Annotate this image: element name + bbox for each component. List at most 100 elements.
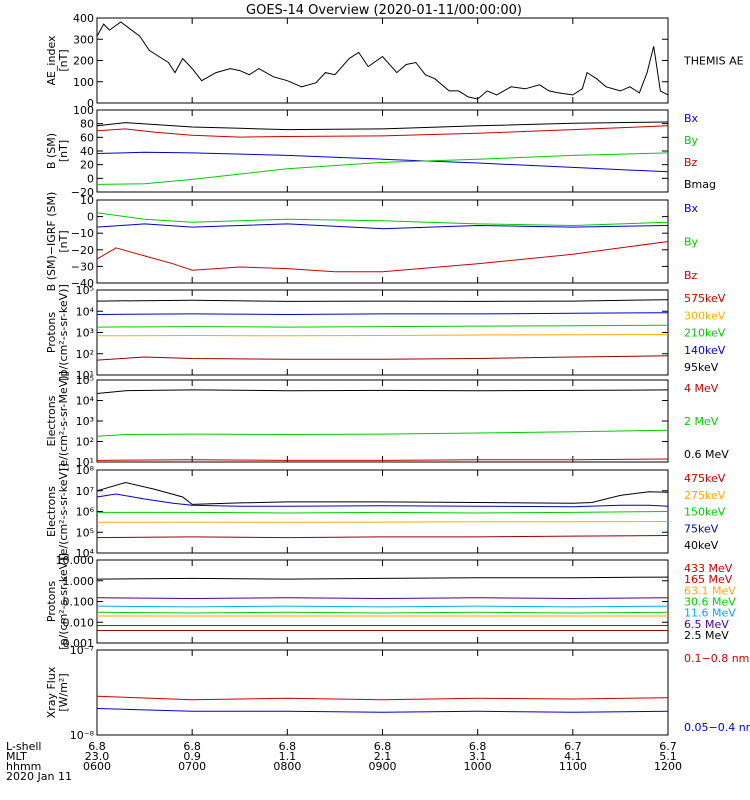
y-tick-label: 300 <box>73 33 94 46</box>
panel-bigrf: −40 −30 −20 −10 0 10 B (SM)−IGRF (SM) [nT] Bx By B… <box>45 192 699 292</box>
y-tick-label: 0 <box>87 172 94 185</box>
series-line-bz <box>96 125 669 138</box>
y-tick-label: 10² <box>76 348 94 361</box>
panel-electrons-mev: 10¹ 10² 10³ 10⁴ 10⁵ Electrons [e/(cm²-s-sr-MeV… <box>45 371 729 471</box>
time-value: 0600 <box>83 760 111 773</box>
mlt-value: 1.1 <box>279 750 297 763</box>
series-line-40kev <box>96 481 669 505</box>
y-axis-label: Electrons <box>45 486 58 537</box>
legend-label: 2 MeV <box>684 415 719 428</box>
y-axis-label: Xray Flux <box>45 666 58 718</box>
y-tick-label: 10⁵ <box>76 374 94 387</box>
y-axis-label: Electrons <box>45 395 58 446</box>
time-value: 1000 <box>464 760 492 773</box>
y-tick-label: 80 <box>80 118 94 131</box>
legend-label: Bz <box>684 156 698 169</box>
series-line-0-6-mev <box>96 389 669 394</box>
lshell-value: 6.8 <box>183 740 201 753</box>
panel-frame <box>96 199 669 284</box>
y-tick-label: 10⁻⁸ <box>70 729 95 742</box>
series-line-475kev <box>96 535 669 539</box>
y-tick-label: 10⁶ <box>76 506 95 519</box>
lshell-value: 6.7 <box>659 740 677 753</box>
legend-label: 4 MeV <box>684 382 719 395</box>
chart-title: GOES-14 Overview (2020-01-11/00:00:00) <box>246 3 522 18</box>
legend-label: 275keV <box>684 489 726 502</box>
panel-frame <box>96 289 669 376</box>
series-line-140kev <box>96 312 669 316</box>
legend-label: 63.1 MeV <box>684 584 736 597</box>
y-tick-label: 10² <box>76 436 94 449</box>
y-tick-label: 100 <box>73 104 94 117</box>
series-line-bx <box>96 223 669 230</box>
y-tick-label: 0 <box>87 97 94 110</box>
y-axis-label: AE_index <box>45 35 58 86</box>
y-axis-label: [nT] <box>57 230 70 252</box>
series-line-by <box>96 152 669 185</box>
legend-label: 575keV <box>684 292 726 305</box>
y-tick-label: 10¹ <box>76 456 94 469</box>
y-tick-label: 20 <box>80 159 94 172</box>
y-tick-label: 100 <box>73 76 94 89</box>
y-tick-label: 0.100 <box>63 596 95 609</box>
legend-label: 150keV <box>684 506 726 519</box>
legend-label: Bmag <box>684 178 716 191</box>
y-tick-label: 10⁷ <box>76 485 94 498</box>
series-line-150kev <box>97 511 669 514</box>
y-tick-label: −10 <box>71 227 94 240</box>
series-line-75kev <box>96 493 669 508</box>
legend-label: 0.6 MeV <box>684 448 729 461</box>
panel-frame <box>96 17 669 104</box>
y-tick-label: 10³ <box>76 327 94 340</box>
y-axis-label: B (SM) <box>45 133 58 169</box>
panel-protons: 10¹ 10² 10³ 10⁴ 10⁵ Protons [p/(cm²-s-sr-keV)]… <box>45 284 726 382</box>
lshell-value: 6.8 <box>469 740 487 753</box>
y-tick-label: 10 <box>80 194 94 207</box>
y-tick-label: 10⁸ <box>76 464 95 477</box>
footer-row-label: hhmm <box>6 760 41 773</box>
panel-electrons-kev: 10⁴ 10⁵ 10⁶ 10⁷ 10⁸ Electrons [e/(cm²-s-sr-keV… <box>45 463 726 560</box>
series-line-themis-ae <box>96 21 669 100</box>
series-line-11-6-mev <box>96 605 669 608</box>
legend-label: 0.1−0.8 nm <box>684 652 749 665</box>
time-value: 1200 <box>654 760 682 773</box>
series-line-bx <box>96 151 669 173</box>
panel-protons-mev: 0.001 0.010 0.100 1.000 10.000 Protons [p/(cm²… <box>45 553 736 650</box>
y-tick-label: 40 <box>80 145 94 158</box>
legend-label: 475keV <box>684 472 726 485</box>
mlt-value: 3.1 <box>469 750 487 763</box>
footer-row-label: 2020 Jan 11 <box>6 770 72 783</box>
legend-label: By <box>684 236 699 249</box>
y-tick-label: 400 <box>73 12 94 25</box>
legend-label: 300keV <box>684 309 726 322</box>
series-line-bmag <box>96 121 669 131</box>
mlt-value: 5.1 <box>659 750 677 763</box>
y-tick-label: 0.001 <box>63 637 95 650</box>
series-line-275kev <box>96 521 669 523</box>
series-line-2-mev <box>96 429 669 437</box>
y-tick-label: 10³ <box>76 415 94 428</box>
mlt-value: 0.9 <box>183 750 201 763</box>
mlt-value: 2.1 <box>374 750 392 763</box>
panel-frame <box>96 469 669 554</box>
y-tick-label: −30 <box>71 260 94 273</box>
time-value: 0700 <box>178 760 206 773</box>
y-axis-label: Protons <box>45 312 58 353</box>
panel-frame <box>96 109 669 193</box>
legend-label: 165 MeV <box>684 573 733 586</box>
y-tick-label: 0 <box>87 211 94 224</box>
series-line-6-5-mev <box>96 597 669 600</box>
mlt-value: 4.1 <box>564 750 582 763</box>
series-line-by <box>96 212 669 227</box>
legend-label: Bx <box>684 202 699 215</box>
legend-label: 30.6 MeV <box>684 596 736 609</box>
time-value: 0800 <box>273 760 301 773</box>
legend-label: 0.05−0.4 nm <box>684 721 750 734</box>
series-line-210kev <box>96 324 669 328</box>
panel-frame <box>96 649 669 736</box>
y-tick-label: 10⁵ <box>76 284 94 297</box>
legend-label: 2.5 MeV <box>684 629 729 642</box>
y-tick-label: −20 <box>71 186 94 199</box>
legend-label: 95keV <box>684 361 719 374</box>
